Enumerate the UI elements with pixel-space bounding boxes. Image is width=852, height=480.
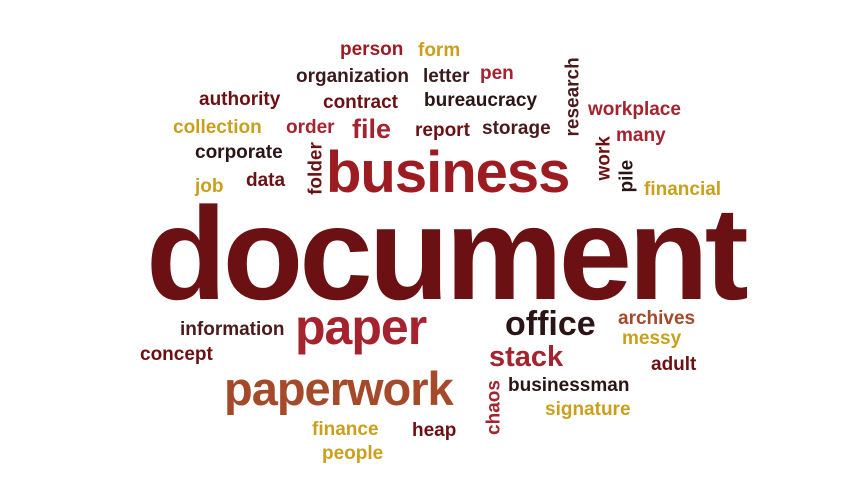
word-organization: organization [296,66,409,87]
word-paperwork: paperwork [224,362,454,415]
word-many: many [616,125,666,146]
word-adult: adult [651,354,697,375]
word-financial: financial [644,179,722,200]
word-people: people [322,443,384,464]
word-work: work [593,136,615,181]
word-office: office [505,305,596,343]
word-document: document [146,180,749,327]
word-collection: collection [173,117,262,138]
word-information: information [180,319,285,340]
word-concept: concept [140,344,213,365]
word-stack: stack [489,341,564,373]
word-businessman: businessman [508,375,630,396]
word-heap: heap [412,420,457,441]
word-business: business [326,140,570,205]
word-research: research [562,57,584,137]
word-contract: contract [323,92,398,113]
word-paper: paper [295,299,427,355]
word-finance: finance [312,419,379,440]
word-data: data [246,170,286,191]
word-letter: letter [423,66,470,87]
word-pen: pen [480,63,514,84]
word-authority: authority [199,89,281,110]
word-archives: archives [618,308,696,329]
word-chaos: chaos [483,380,505,435]
word-file: file [352,114,392,144]
word-signature: signature [545,399,631,420]
word-person: person [340,39,404,60]
word-job: job [195,176,224,197]
word-form: form [418,40,461,61]
word-workplace: workplace [588,99,681,120]
word-order: order [286,117,335,138]
word-bureaucracy: bureaucracy [424,90,538,111]
word-messy: messy [622,328,682,349]
word-corporate: corporate [195,142,283,163]
word-storage: storage [482,118,551,139]
word-report: report [415,120,470,141]
